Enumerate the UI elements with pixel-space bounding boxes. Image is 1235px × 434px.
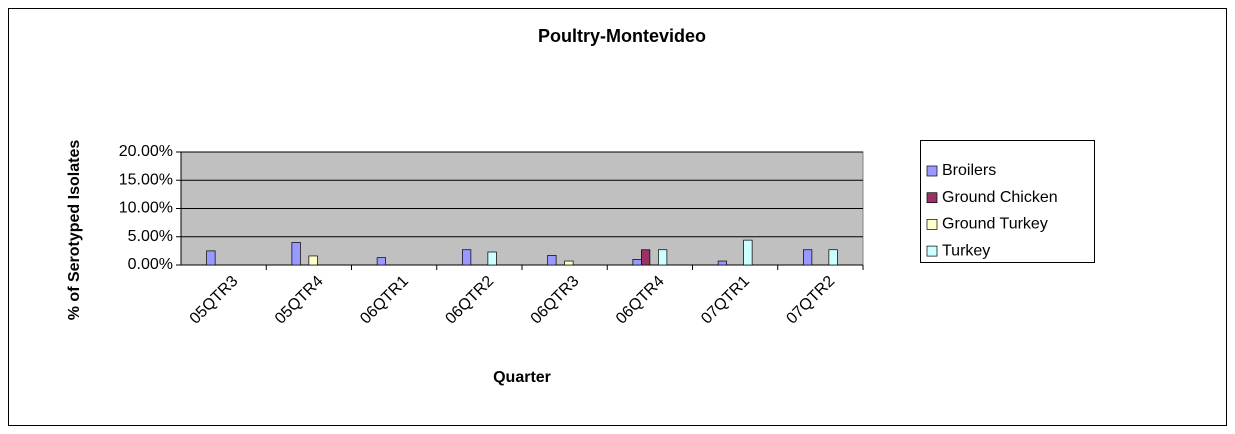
legend-swatch [926, 219, 938, 230]
bar [462, 249, 472, 266]
bar [376, 257, 386, 266]
y-tick-label: 0.00% [128, 256, 173, 273]
bar [564, 260, 574, 266]
legend-swatch [926, 192, 938, 204]
legend-swatch [926, 245, 938, 257]
bar [743, 239, 753, 266]
y-tick-label: 20.00% [119, 143, 173, 160]
bar [291, 242, 301, 266]
y-axis-title: % of Serotyped Isolates [66, 140, 83, 321]
bar [632, 259, 642, 266]
y-tick-label: 5.00% [128, 228, 173, 245]
x-axis-title: Quarter [493, 369, 551, 386]
bar [487, 251, 497, 266]
legend-swatch [926, 165, 938, 177]
bar [547, 255, 557, 266]
bar [803, 249, 813, 266]
bar [658, 249, 668, 266]
y-tick-label: 15.00% [119, 171, 173, 188]
legend-label: Ground Chicken [942, 189, 1058, 206]
legend-label: Turkey [942, 242, 990, 259]
y-tick-label: 10.00% [119, 200, 173, 217]
bar [828, 249, 838, 266]
legend-box [920, 140, 1095, 263]
legend-label: Broilers [942, 162, 996, 179]
legend-label: Ground Turkey [942, 216, 1048, 233]
bar [717, 260, 727, 266]
bar [206, 250, 216, 266]
bar [308, 255, 318, 266]
chart-title: Poultry-Montevideo [538, 26, 706, 46]
bar [641, 249, 651, 266]
